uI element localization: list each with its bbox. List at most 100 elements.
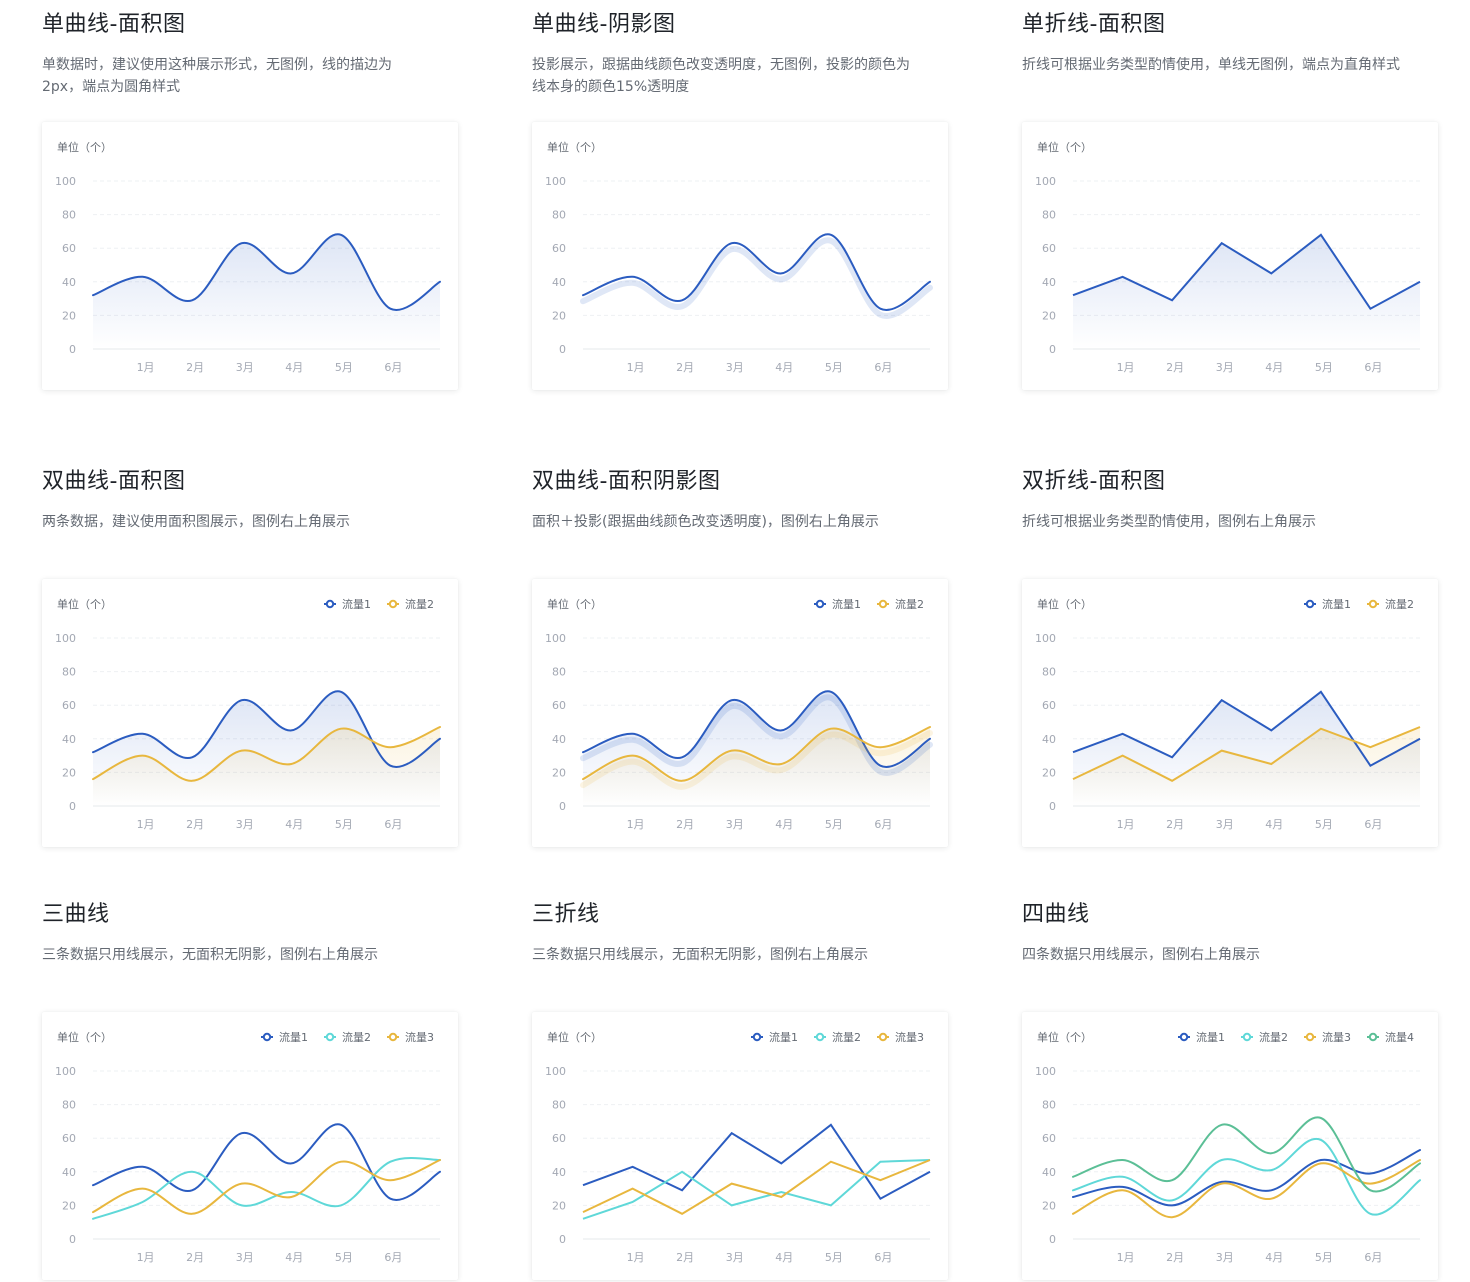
legend-item[interactable]: 流量1 <box>1304 597 1351 611</box>
legend-item[interactable]: 流量3 <box>877 1030 924 1044</box>
legend-item[interactable]: 流量2 <box>814 1030 861 1044</box>
series-line <box>582 1159 931 1215</box>
y-tick-label: 60 <box>62 699 76 712</box>
chart-section: 三折线 三条数据只用线展示，无面积无阴影，图例右上角展示 单位（个） 0 20 40 60 8… <box>532 900 948 1280</box>
section-description: 折线可根据业务类型酌情使用，图例右上角展示 <box>1022 511 1432 533</box>
series-line <box>1072 1159 1421 1219</box>
chart-svg: 单位（个） 0 20 40 60 80 100 1月 2月 3月 4月 5月 6月 <box>545 140 933 374</box>
y-tick-label: 100 <box>1035 1065 1056 1078</box>
unit-label: 单位（个） <box>57 597 112 611</box>
x-tick-label: 3月 <box>1216 361 1234 374</box>
legend-label: 流量1 <box>832 597 861 611</box>
x-tick-label: 3月 <box>726 361 744 374</box>
series-layer <box>92 1123 441 1220</box>
y-tick-label: 100 <box>55 632 76 645</box>
legend-item[interactable]: 流量1 <box>814 597 861 611</box>
section-description: 单数据时，建议使用这种展示形式，无图例，线的描边为 2px，端点为圆角样式 <box>42 54 452 98</box>
chart-card: 单位（个） 0 20 40 60 80 100 1月 2月 3月 4月 5月 6月 流量1 流量2 <box>1022 579 1438 847</box>
x-tick-label: 4月 <box>285 361 303 374</box>
y-tick-label: 80 <box>62 209 76 222</box>
legend-item[interactable]: 流量2 <box>1367 597 1414 611</box>
y-tick-label: 20 <box>552 309 566 322</box>
unit-label: 单位（个） <box>547 140 602 154</box>
series-line <box>582 690 931 768</box>
series-line <box>92 1159 441 1215</box>
y-tick-label: 0 <box>1049 1233 1056 1246</box>
series-shadow <box>580 237 933 319</box>
chart-card: 单位（个） 0 20 40 60 80 100 1月 2月 3月 4月 5月 6月 流量1 流量2 流量3 <box>42 1012 458 1280</box>
y-tick-label: 60 <box>552 699 566 712</box>
section-title: 四曲线 <box>1022 902 1090 927</box>
section-description: 折线可根据业务类型酌情使用，单线无图例，端点为直角样式 <box>1022 54 1432 76</box>
x-tick-label: 5月 <box>1315 1251 1333 1264</box>
description-line: 投影展示，跟据曲线颜色改变透明度，无图例，投影的颜色为 <box>532 57 910 73</box>
x-tick-label: 1月 <box>137 1251 155 1264</box>
series-line <box>1072 1137 1421 1216</box>
legend-label: 流量3 <box>1322 1030 1351 1044</box>
section-title: 双曲线-面积阴影图 <box>532 469 721 494</box>
legend-circle-marker <box>815 1032 825 1042</box>
x-tick-label: 6月 <box>384 818 402 831</box>
legend-label: 流量2 <box>342 1030 371 1044</box>
legend-label: 流量2 <box>1385 597 1414 611</box>
x-tick-label: 5月 <box>335 1251 353 1264</box>
legend-item[interactable]: 流量3 <box>1304 1030 1351 1044</box>
x-tick-label: 5月 <box>825 361 843 374</box>
x-tick-label: 5月 <box>825 818 843 831</box>
x-tick-label: 3月 <box>236 361 254 374</box>
x-tick-label: 4月 <box>775 1251 793 1264</box>
x-tick-label: 4月 <box>1265 818 1283 831</box>
x-tick-label: 3月 <box>1216 1251 1234 1264</box>
chart-section: 三曲线 三条数据只用线展示，无面积无阴影，图例右上角展示 单位（个） 0 20 40 60 8… <box>42 900 458 1280</box>
legend-label: 流量1 <box>1196 1030 1225 1044</box>
legend-item[interactable]: 流量1 <box>324 597 371 611</box>
chart-svg: 单位（个） 0 20 40 60 80 100 1月 2月 3月 4月 5月 6月 流量1 流量2 <box>1035 597 1421 831</box>
x-tick-label: 3月 <box>236 818 254 831</box>
y-tick-label: 0 <box>69 800 76 813</box>
series-line <box>582 726 931 782</box>
legend-item[interactable]: 流量1 <box>1178 1030 1225 1044</box>
x-tick-label: 3月 <box>726 1251 744 1264</box>
legend-item[interactable]: 流量2 <box>324 1030 371 1044</box>
y-tick-label: 60 <box>1042 1132 1056 1145</box>
legend-item[interactable]: 流量1 <box>751 1030 798 1044</box>
legend: 流量1 流量2 流量3 <box>751 1030 924 1044</box>
series-line <box>1072 1116 1421 1193</box>
series-layer <box>580 233 933 319</box>
legend-item[interactable]: 流量1 <box>261 1030 308 1044</box>
series-line <box>582 1123 931 1201</box>
legend-item[interactable]: 流量2 <box>877 597 924 611</box>
chart-section: 单曲线-阴影图 投影展示，跟据曲线颜色改变透明度，无图例，投影的颜色为 线本身的颜色… <box>532 10 948 390</box>
y-tick-label: 100 <box>545 632 566 645</box>
unit-label: 单位（个） <box>1037 1030 1092 1044</box>
series-area <box>93 727 440 806</box>
chart-svg: 单位（个） 0 20 40 60 80 100 1月 2月 3月 4月 5月 6月 流量1 流量2 <box>545 597 933 831</box>
description-line: 三条数据只用线展示，无面积无阴影，图例右上角展示 <box>532 947 868 963</box>
section-title: 单曲线-阴影图 <box>532 12 676 37</box>
legend-circle-marker <box>1368 599 1378 609</box>
legend-item[interactable]: 流量4 <box>1367 1030 1414 1044</box>
x-tick-label: 1月 <box>1117 818 1135 831</box>
chart-card: 单位（个） 0 20 40 60 80 100 1月 2月 3月 4月 5月 6月 <box>1022 122 1438 390</box>
legend-item[interactable]: 流量2 <box>1241 1030 1288 1044</box>
y-tick-label: 0 <box>559 343 566 356</box>
x-tick-label: 2月 <box>676 818 694 831</box>
y-tick-label: 0 <box>69 343 76 356</box>
legend-label: 流量2 <box>832 1030 861 1044</box>
x-tick-label: 6月 <box>384 361 402 374</box>
description-line: 折线可根据业务类型酌情使用，单线无图例，端点为直角样式 <box>1022 57 1400 73</box>
y-tick-label: 0 <box>1049 800 1056 813</box>
section-description: 两条数据，建议使用面积图展示，图例右上角展示 <box>42 511 452 533</box>
unit-label: 单位（个） <box>547 1030 602 1044</box>
legend-item[interactable]: 流量3 <box>387 1030 434 1044</box>
legend-label: 流量2 <box>1259 1030 1288 1044</box>
legend-circle-marker <box>388 1032 398 1042</box>
legend-label: 流量1 <box>279 1030 308 1044</box>
x-tick-label: 2月 <box>1166 361 1184 374</box>
series-area <box>93 234 440 349</box>
x-tick-label: 2月 <box>1166 1251 1184 1264</box>
y-tick-label: 40 <box>1042 733 1056 746</box>
series-line <box>92 1156 441 1220</box>
y-tick-label: 80 <box>552 209 566 222</box>
legend-item[interactable]: 流量2 <box>387 597 434 611</box>
